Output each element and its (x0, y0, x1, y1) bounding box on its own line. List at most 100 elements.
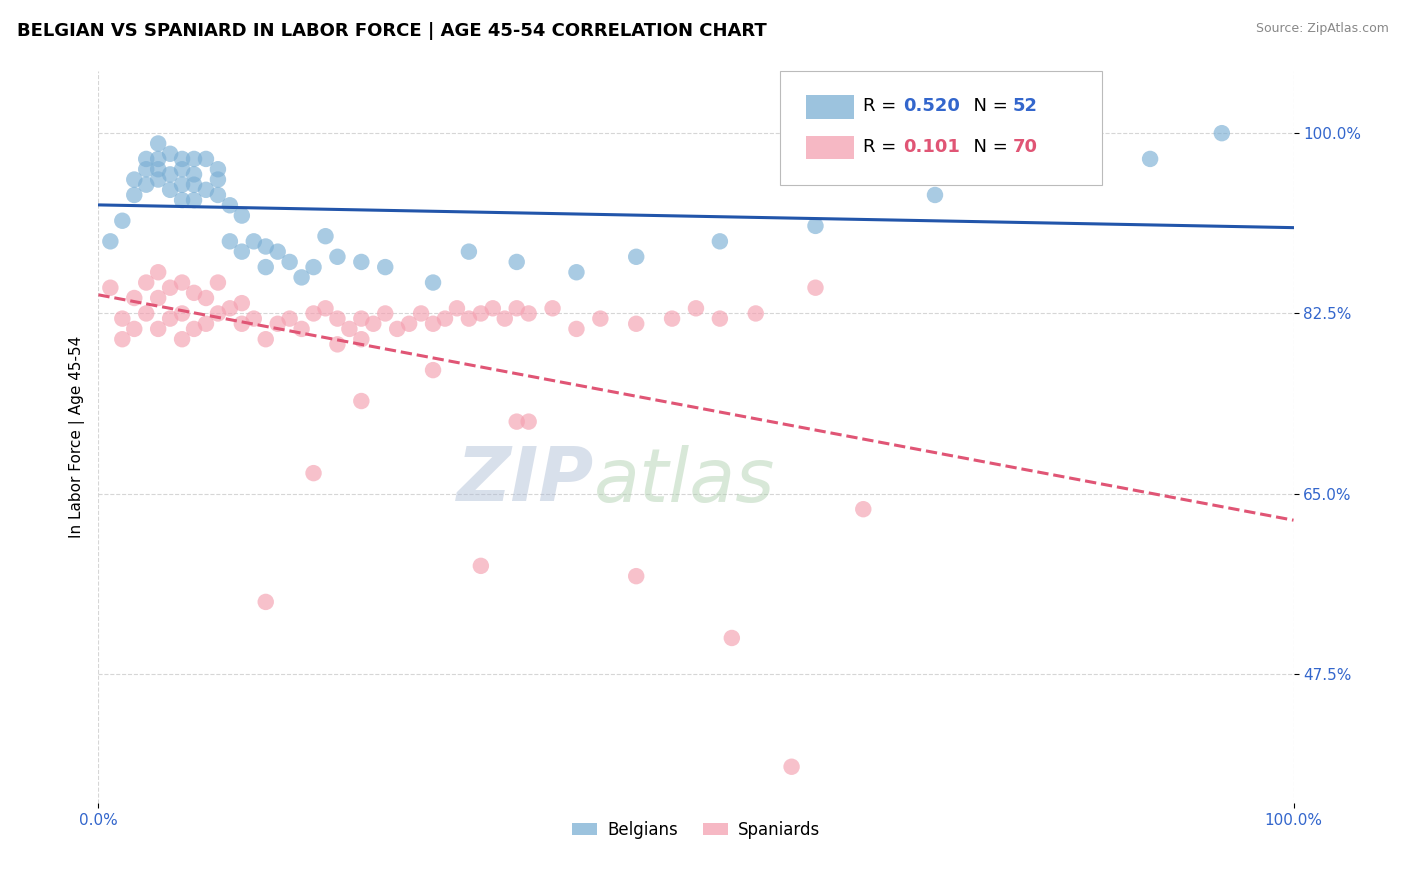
Point (231, 244, 253, 259)
Point (852, 502, 875, 516)
Point (804, 281, 827, 295)
FancyBboxPatch shape (806, 136, 853, 159)
Point (231, 209, 253, 223)
Point (219, 198, 242, 212)
Point (231, 317, 253, 331)
Point (183, 152, 205, 166)
Point (446, 301, 468, 316)
Point (159, 311, 181, 326)
FancyBboxPatch shape (779, 71, 1102, 185)
Text: BELGIAN VS SPANIARD IN LABOR FORCE | AGE 45-54 CORRELATION CHART: BELGIAN VS SPANIARD IN LABOR FORCE | AGE… (17, 22, 766, 40)
Text: 70: 70 (1012, 137, 1038, 156)
Point (148, 152, 170, 166)
Point (745, 306, 768, 320)
Point (124, 291, 146, 305)
Point (326, 250, 349, 264)
FancyBboxPatch shape (806, 95, 853, 119)
Point (195, 152, 218, 166)
Point (135, 178, 157, 192)
Text: 52: 52 (1012, 97, 1038, 115)
Point (721, 631, 744, 645)
Point (148, 265, 170, 279)
Point (315, 301, 337, 316)
Point (709, 235, 731, 249)
Point (135, 162, 157, 177)
Point (124, 188, 146, 202)
Point (350, 394, 373, 409)
Point (565, 322, 588, 336)
Point (148, 172, 170, 186)
Point (159, 167, 181, 181)
Point (506, 301, 529, 316)
Point (135, 152, 157, 166)
Point (98, 281, 122, 295)
Point (183, 285, 205, 300)
Point (924, 188, 946, 202)
Point (422, 317, 444, 331)
Point (302, 466, 325, 480)
Point (589, 311, 612, 326)
Point (315, 229, 337, 244)
Point (159, 281, 181, 295)
Text: 0.520: 0.520 (903, 97, 960, 115)
Point (481, 301, 505, 316)
Point (172, 152, 194, 166)
Point (302, 306, 325, 320)
Point (148, 162, 170, 177)
Point (172, 306, 194, 320)
Point (135, 306, 157, 320)
Text: 0.101: 0.101 (903, 137, 960, 156)
Point (541, 301, 564, 316)
Text: atlas: atlas (595, 445, 776, 517)
Text: R =: R = (863, 97, 903, 115)
Point (326, 311, 349, 326)
Point (254, 595, 277, 609)
Point (350, 255, 373, 269)
Point (124, 172, 146, 186)
Point (422, 276, 444, 290)
Point (195, 183, 218, 197)
Point (254, 332, 277, 346)
Point (326, 337, 349, 351)
Y-axis label: In Labor Force | Age 45-54: In Labor Force | Age 45-54 (69, 336, 84, 538)
Point (350, 311, 373, 326)
Point (172, 332, 194, 346)
Point (278, 255, 301, 269)
Point (411, 306, 433, 320)
Point (183, 322, 205, 336)
Point (804, 219, 827, 233)
Point (195, 317, 218, 331)
Point (339, 322, 361, 336)
Point (506, 415, 529, 429)
Text: N =: N = (963, 137, 1014, 156)
Point (278, 311, 301, 326)
Text: ZIP: ZIP (457, 444, 595, 517)
Legend: Belgians, Spaniards: Belgians, Spaniards (565, 814, 827, 846)
Point (458, 244, 481, 259)
Point (111, 213, 134, 227)
Point (626, 569, 648, 583)
Point (148, 322, 170, 336)
Point (254, 260, 277, 274)
Point (254, 239, 277, 253)
Point (111, 311, 134, 326)
Point (302, 260, 325, 274)
Point (148, 291, 170, 305)
Point (135, 276, 157, 290)
Point (172, 178, 194, 192)
Point (219, 235, 242, 249)
Text: R =: R = (863, 137, 903, 156)
Point (470, 558, 492, 573)
Point (565, 265, 588, 279)
Text: N =: N = (963, 97, 1014, 115)
Point (494, 311, 516, 326)
Point (291, 322, 314, 336)
Point (1211, 126, 1233, 140)
Point (111, 332, 134, 346)
Point (434, 311, 457, 326)
Point (124, 322, 146, 336)
Point (517, 306, 540, 320)
Point (159, 146, 181, 161)
Point (183, 193, 205, 207)
Point (172, 162, 194, 177)
